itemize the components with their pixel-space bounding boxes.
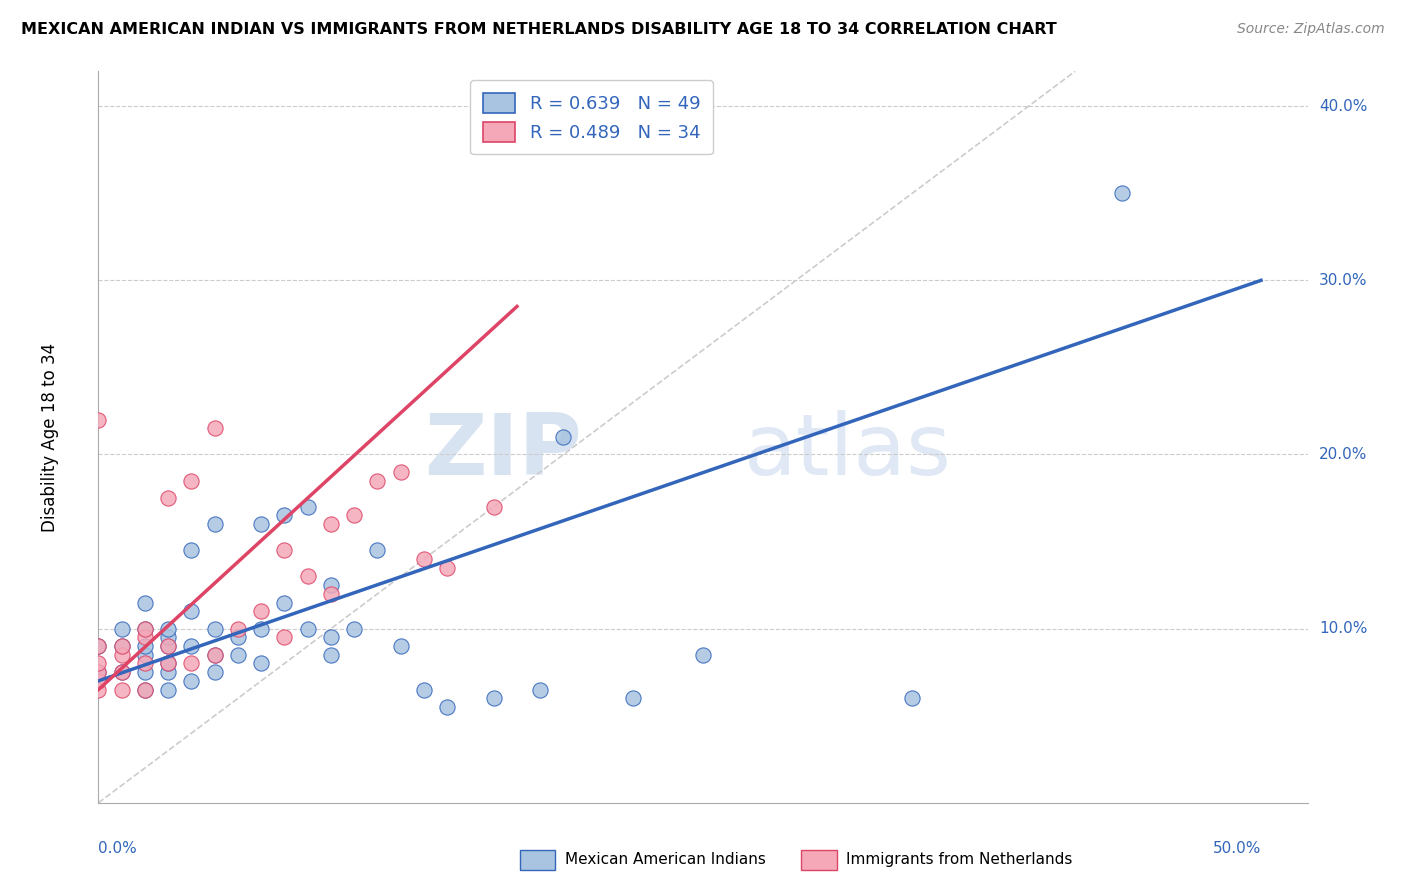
Point bbox=[111, 682, 134, 697]
Text: Mexican American Indians: Mexican American Indians bbox=[565, 853, 766, 867]
Point bbox=[1111, 186, 1133, 201]
Point bbox=[389, 639, 412, 653]
Point bbox=[87, 673, 110, 688]
Point bbox=[529, 682, 551, 697]
Point bbox=[366, 474, 388, 488]
Point bbox=[273, 508, 295, 523]
Point bbox=[319, 587, 342, 601]
Text: 20.0%: 20.0% bbox=[1319, 447, 1368, 462]
Point bbox=[134, 595, 156, 609]
Point bbox=[297, 622, 319, 636]
Point bbox=[111, 622, 134, 636]
Point bbox=[87, 412, 110, 426]
Point bbox=[134, 622, 156, 636]
Point bbox=[204, 648, 226, 662]
Text: 30.0%: 30.0% bbox=[1319, 273, 1368, 288]
Point bbox=[157, 491, 180, 505]
Point bbox=[319, 578, 342, 592]
Point bbox=[157, 682, 180, 697]
Point bbox=[180, 474, 202, 488]
Point bbox=[436, 700, 458, 714]
Point bbox=[111, 639, 134, 653]
Point bbox=[250, 657, 273, 671]
Point bbox=[157, 665, 180, 680]
Text: atlas: atlas bbox=[744, 410, 952, 493]
Text: 40.0%: 40.0% bbox=[1319, 99, 1368, 113]
Point bbox=[621, 691, 644, 706]
Point bbox=[343, 508, 366, 523]
Point bbox=[692, 648, 714, 662]
Point bbox=[87, 657, 110, 671]
Point bbox=[297, 500, 319, 514]
Point bbox=[157, 657, 180, 671]
Point bbox=[319, 631, 342, 645]
Point bbox=[134, 639, 156, 653]
Point bbox=[204, 421, 226, 435]
Point bbox=[366, 543, 388, 558]
Point bbox=[436, 560, 458, 574]
Text: MEXICAN AMERICAN INDIAN VS IMMIGRANTS FROM NETHERLANDS DISABILITY AGE 18 TO 34 C: MEXICAN AMERICAN INDIAN VS IMMIGRANTS FR… bbox=[21, 22, 1057, 37]
Point bbox=[319, 648, 342, 662]
Point bbox=[180, 543, 202, 558]
Point bbox=[273, 543, 295, 558]
Text: ZIP: ZIP bbox=[425, 410, 582, 493]
Point bbox=[180, 639, 202, 653]
Point bbox=[180, 604, 202, 618]
Point bbox=[482, 691, 505, 706]
Point bbox=[553, 430, 575, 444]
Point bbox=[273, 595, 295, 609]
Point bbox=[413, 682, 436, 697]
Point bbox=[111, 665, 134, 680]
Point bbox=[87, 682, 110, 697]
Point bbox=[226, 648, 249, 662]
Point bbox=[204, 648, 226, 662]
Text: Disability Age 18 to 34: Disability Age 18 to 34 bbox=[41, 343, 59, 532]
Point bbox=[901, 691, 924, 706]
Point bbox=[157, 639, 180, 653]
Point bbox=[204, 622, 226, 636]
Point bbox=[111, 665, 134, 680]
Text: 50.0%: 50.0% bbox=[1213, 841, 1261, 856]
Point bbox=[111, 648, 134, 662]
Legend: R = 0.639   N = 49, R = 0.489   N = 34: R = 0.639 N = 49, R = 0.489 N = 34 bbox=[470, 80, 713, 154]
Point bbox=[319, 517, 342, 532]
Point bbox=[87, 639, 110, 653]
Point bbox=[389, 465, 412, 479]
Text: Source: ZipAtlas.com: Source: ZipAtlas.com bbox=[1237, 22, 1385, 37]
Text: Immigrants from Netherlands: Immigrants from Netherlands bbox=[846, 853, 1073, 867]
Point bbox=[180, 657, 202, 671]
Point bbox=[226, 631, 249, 645]
Point bbox=[180, 673, 202, 688]
Point bbox=[134, 631, 156, 645]
Point bbox=[157, 631, 180, 645]
Point bbox=[87, 665, 110, 680]
Point bbox=[297, 569, 319, 583]
Point bbox=[226, 622, 249, 636]
Point bbox=[134, 682, 156, 697]
Point bbox=[134, 657, 156, 671]
Point bbox=[482, 500, 505, 514]
Point bbox=[87, 639, 110, 653]
Text: 0.0%: 0.0% bbox=[98, 841, 138, 856]
Point bbox=[250, 622, 273, 636]
Point bbox=[204, 665, 226, 680]
Point bbox=[250, 517, 273, 532]
Point bbox=[273, 631, 295, 645]
Point bbox=[204, 517, 226, 532]
Point bbox=[250, 604, 273, 618]
Point bbox=[134, 622, 156, 636]
Point bbox=[157, 657, 180, 671]
Point bbox=[343, 622, 366, 636]
Point bbox=[111, 639, 134, 653]
Point bbox=[134, 648, 156, 662]
Point bbox=[134, 682, 156, 697]
Point bbox=[157, 639, 180, 653]
Point bbox=[87, 665, 110, 680]
Point bbox=[157, 622, 180, 636]
Point bbox=[413, 552, 436, 566]
Text: 10.0%: 10.0% bbox=[1319, 621, 1368, 636]
Point bbox=[134, 665, 156, 680]
